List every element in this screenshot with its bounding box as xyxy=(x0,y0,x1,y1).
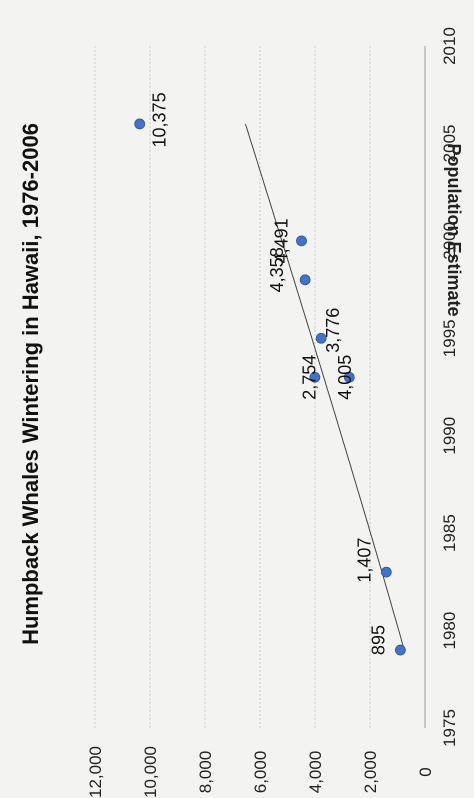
data-label: 1,407 xyxy=(354,538,374,583)
y-tick-label: 2,000 xyxy=(361,751,380,794)
data-point xyxy=(299,274,311,286)
x-tick-label: 2010 xyxy=(440,27,459,65)
y-tick-label: 8,000 xyxy=(196,751,215,794)
data-label: 10,375 xyxy=(150,92,170,147)
chart-title: Humpback Whales Wintering in Hawaii, 197… xyxy=(18,123,43,645)
data-label: 2,754 xyxy=(299,355,319,400)
data-points xyxy=(134,118,406,656)
y-tick-label: 0 xyxy=(416,767,435,776)
y-tick-label: 6,000 xyxy=(251,751,270,794)
x-tick-label: 1990 xyxy=(440,417,459,455)
trendline xyxy=(244,123,405,651)
data-label: 4,005 xyxy=(335,355,355,400)
data-point xyxy=(394,644,406,656)
gridlines xyxy=(94,46,371,728)
data-point xyxy=(343,371,355,383)
data-point xyxy=(380,566,392,578)
y-tick-label: 10,000 xyxy=(141,746,160,798)
data-label: 4,491 xyxy=(271,218,291,263)
data-point xyxy=(309,371,321,383)
y-axis-label: Population Estimate xyxy=(444,143,464,316)
x-tick-label: 1980 xyxy=(440,612,459,650)
x-tick-label: 1975 xyxy=(440,709,459,747)
tick-labels: 0 2,000 4,000 6,000 8,000 10,000 12,000 1975 198… xyxy=(86,27,459,798)
x-tick-label: 2000 xyxy=(440,222,459,260)
y-tick-label: 12,000 xyxy=(86,746,105,798)
data-point xyxy=(134,118,146,130)
x-tick-label: 1985 xyxy=(440,514,459,552)
data-point xyxy=(296,235,307,247)
data-point xyxy=(315,332,327,344)
x-tick-label: 1995 xyxy=(440,319,459,357)
x-tick-label: 2005 xyxy=(440,125,459,163)
data-label: 3,776 xyxy=(323,308,343,353)
y-tick-label: 4,000 xyxy=(306,751,325,794)
data-label: 4,358 xyxy=(267,247,287,292)
data-label: 895 xyxy=(368,625,388,655)
